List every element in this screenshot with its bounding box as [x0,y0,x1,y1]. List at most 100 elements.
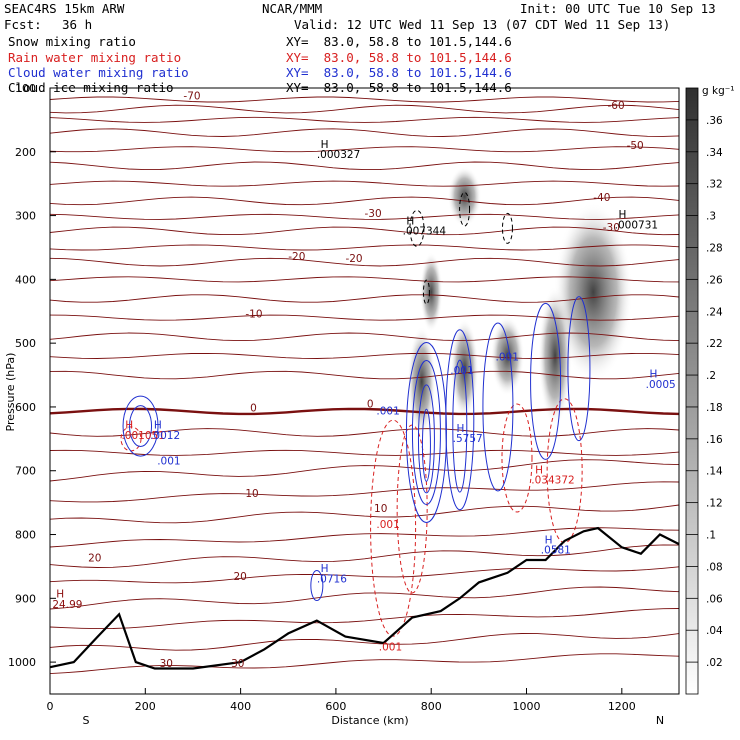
extremum-value: .000327 [317,149,360,161]
temperature-contour [49,449,680,456]
snow-shade-cell [407,326,436,437]
colorbar: g kg⁻¹ .36 .34 .32 .3 .28 .26 .24 .22 .2 .18 .16 .14… [685,85,735,695]
colorbar-tick-label: .32 [706,179,723,191]
cloud-ice-contour [422,279,430,305]
contour-value-label: .001 [376,519,399,531]
snow-shade-cell [490,315,525,396]
extremum-marker: H [321,139,329,151]
rain-contour [501,403,533,513]
field-cloud-name: Cloud water mixing ratio [8,65,189,80]
x-tick-label: 0 [47,700,54,713]
rain-contour [370,419,417,637]
y-tick-label: 300 [15,210,36,223]
field-snow-name: Snow mixing ratio [8,34,136,49]
cloud-water-contour [445,329,475,511]
temperature-contour [49,180,680,187]
extremum-value: .0012 [150,430,180,442]
temperature-contour [49,459,680,482]
cloud-water-contour [452,359,468,493]
contour-value-label: .001 [379,642,402,654]
y-tick-label: 800 [15,529,36,542]
temperature-contour [49,294,680,303]
snow-shade-cell [554,202,633,383]
temperature-contour [49,608,680,630]
temperature-contour-label: 0 [367,399,374,411]
temperature-contour-label: -50 [627,140,644,152]
colorbar-tick-label: .34 [706,147,723,159]
extremum-value: .034372 [531,474,574,486]
extremum-value: 24.99 [52,599,82,611]
extremum-value: .007344 [403,226,447,238]
rain-contour [546,398,583,544]
colorbar-tick-label: .14 [706,466,723,478]
temperature-contour [49,96,680,103]
temperature-contour [49,332,680,342]
cloud-water-contour [567,296,591,442]
field-rain-xy: XY= 83.0, 58.8 to 101.5,144.6 [286,50,512,65]
freezing-level-contour [49,407,680,416]
x-tick-label: 400 [230,700,251,713]
y-axis: 100 200 300 400 500 600 700 800 900 1000 [8,82,56,669]
field-rain-name: Rain water mixing ratio [8,50,182,65]
snow-shade-cell [447,166,482,227]
field-snow-xy: XY= 83.0, 58.8 to 101.5,144.6 [286,34,512,49]
init-time: Init: 00 UTC Tue 10 Sep 13 [520,1,716,16]
cloud-water-contour [129,405,153,447]
north-label: N [656,714,664,727]
temperature-contour-label: 20 [88,552,101,564]
temperature-contour-label: 10 [374,503,387,515]
extremum-marker: H [154,420,162,432]
x-tick-label: 200 [135,700,156,713]
cloud-water-contour [417,384,435,494]
x-tick-label: 1000 [513,700,541,713]
field-cloud-xy: XY= 83.0, 58.8 to 101.5,144.6 [286,65,512,80]
temperature-contour-label: -20 [345,253,362,265]
y-tick-label: 900 [15,592,36,605]
extremum-marker: H [406,216,414,228]
extremum-marker: H [649,369,657,381]
extremum-value: .0716 [317,573,347,585]
cloud-water-contour [530,302,562,460]
valid-time: Valid: 12 UTC Wed 11 Sep 13 (07 CDT Wed … [294,17,671,32]
extremum-marker: H [545,534,553,546]
rain-contours [120,398,583,637]
y-tick-label: 400 [15,273,36,286]
extremum-marker: H [125,420,133,432]
temperature-contour [49,370,680,380]
temperature-contour [49,653,680,675]
temperature-contour [49,352,680,359]
temperature-contour-label: -70 [183,90,200,102]
colorbar-tick-label: .3 [706,211,716,223]
colorbar-tick-label: .22 [706,338,723,350]
temperature-contour [49,196,680,206]
x-tick-label: 600 [325,700,346,713]
temperature-contour-label: -40 [593,192,610,204]
temperature-contour-label: -30 [603,222,620,234]
extremum-marker: H [56,589,64,601]
temperature-contour [49,633,680,651]
cloud-water-contour [310,570,324,602]
temperature-contour [49,481,680,503]
temperature-contour [49,257,680,267]
cloud-water-contour [482,322,514,492]
contour-value-label: .001 [376,406,399,418]
temperature-contour [49,276,680,283]
cloud-water-contour [411,359,441,505]
temperature-contour-label: -20 [288,251,305,263]
extremum-marker: H [456,423,464,435]
y-tick-label: 600 [15,401,36,414]
contour-labels: -70 -60 -50 -40 -30 -30 -20 -20 -10 0 0 10 10 20 20 30 3… [52,90,675,670]
colorbar-tick-label: .28 [706,242,723,254]
cloud-water-contours [122,296,591,602]
temperature-contour [49,314,680,321]
temperature-contour [49,504,680,524]
temperature-contour [49,128,680,137]
colorbar-tick-label: .12 [706,498,723,510]
colorbar-tick-label: .02 [706,657,723,669]
colorbar-tick-label: .08 [706,561,723,573]
colorbar-scale [685,87,699,695]
y-tick-label: 1000 [8,656,36,669]
extremum-value: .0005 [646,379,676,391]
temperature-contour [49,226,680,236]
